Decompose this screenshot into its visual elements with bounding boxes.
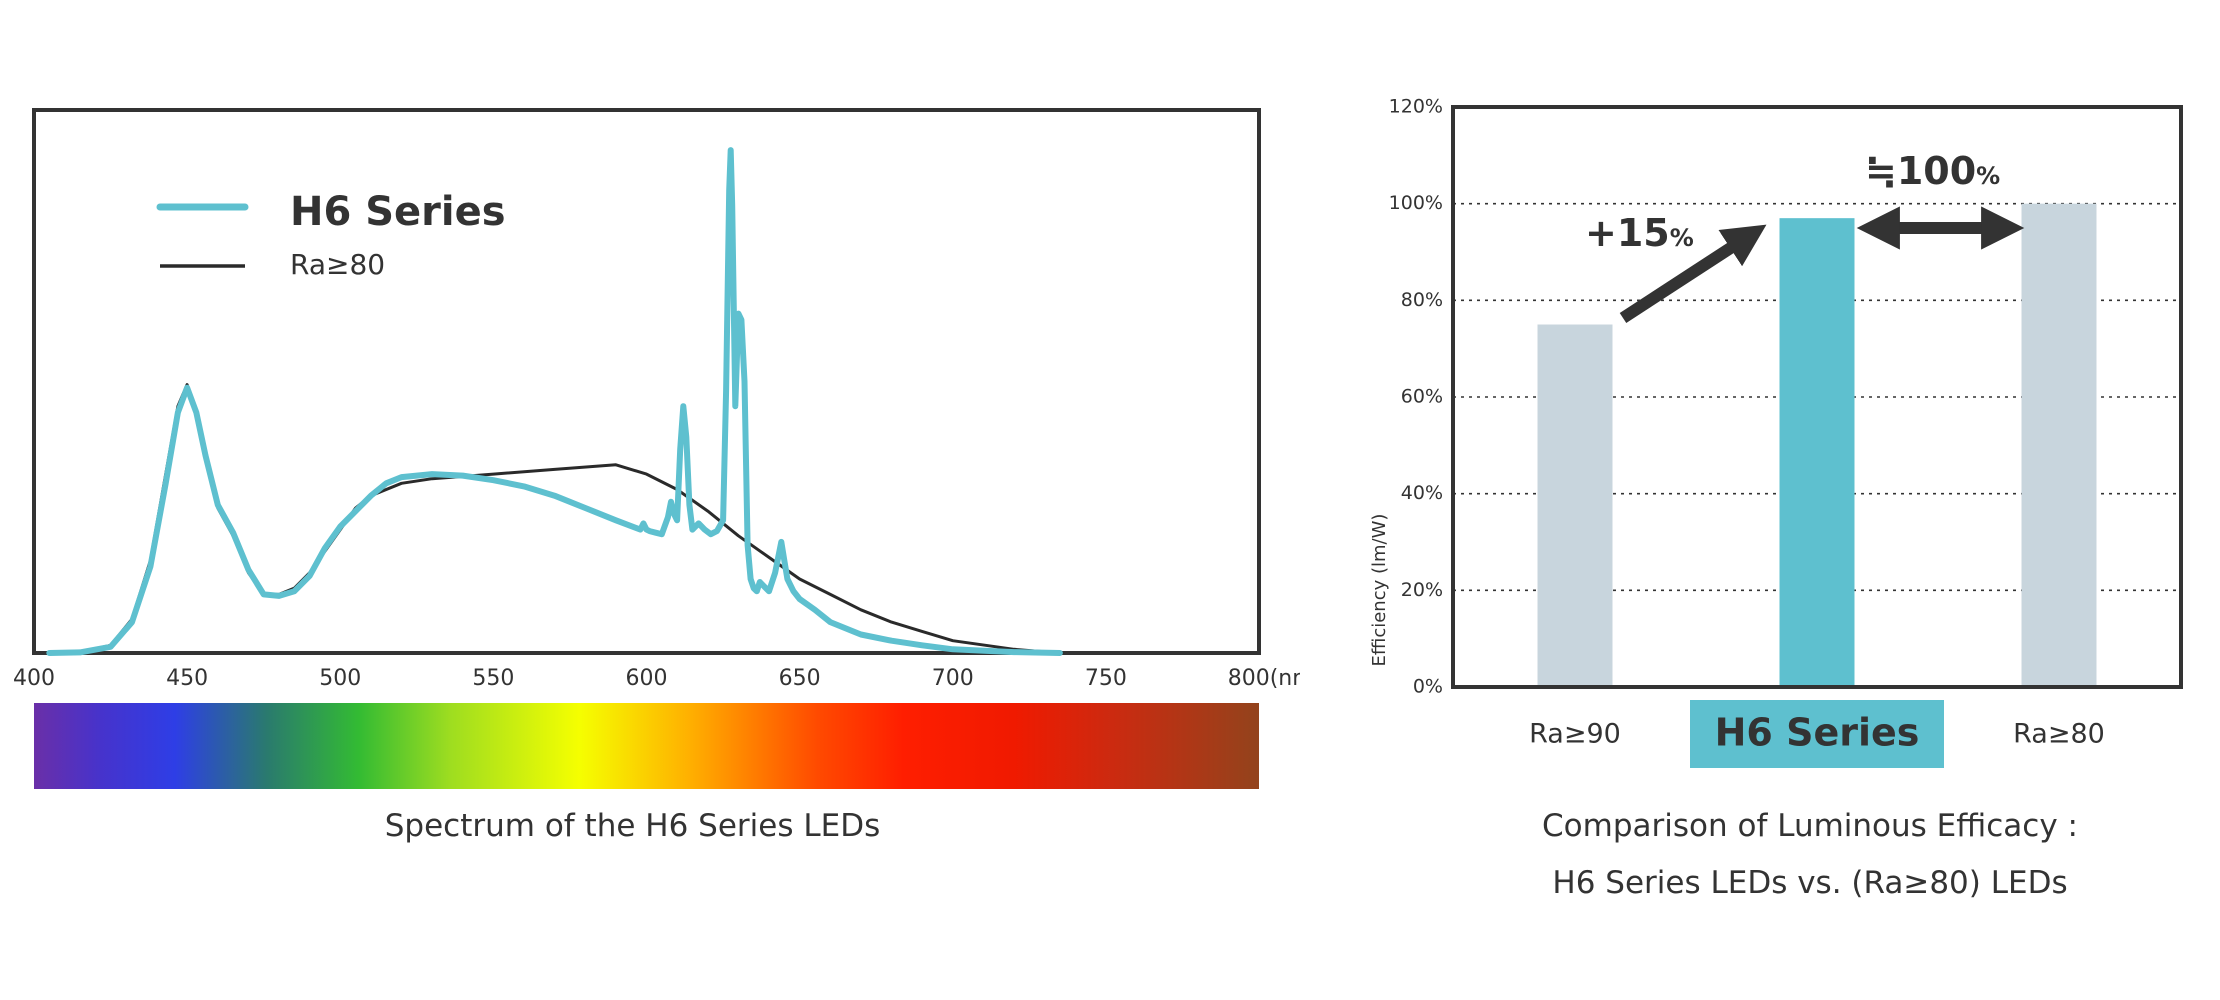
legend-label-ra80: Ra≥80 [290,248,385,281]
increase-annotation: +15% [1585,211,1694,255]
efficacy-bar [2021,203,2097,687]
increase-arrow [1619,224,1767,324]
legend-label-h6-series: H6 Series [290,189,506,235]
spectrum-x-tick-label: 650 [779,666,821,691]
spectrum-x-tick-label: 500 [319,666,361,691]
spectrum-x-tick-label: 400 [13,666,55,691]
efficacy-y-tick-label: 0% [1413,676,1443,698]
efficacy-y-tick-label: 120% [1389,96,1443,118]
spectrum-ticks-layer: 400 450 500 550 600 650 700 750 800(nm) [13,666,1300,691]
efficacy-plot-frame [1451,105,2183,689]
efficacy-bar [1537,324,1613,687]
efficacy-y-tick-label: 80% [1401,289,1443,311]
h6-series-highlight-box [1690,700,1944,768]
efficacy-bar [1779,218,1855,687]
visible-spectrum-color-bar [34,703,1259,789]
spectrum-x-tick-label: 550 [472,666,514,691]
efficacy-bars-layer [1537,203,2097,687]
efficacy-chart: Efficiency (lm/W) 0% 20% 40% 60% 80% 100% 120%… [1369,96,2183,768]
spectrum-series-line-h6-series [46,147,1063,656]
spectrum-x-tick-label: 800(nm) [1228,666,1300,691]
efficacy-y-tick-label: 100% [1389,192,1443,214]
spectrum-x-tick-label: 600 [626,666,668,691]
efficacy-caption-line-1: Comparison of Luminous Efficacy : [1542,808,2078,844]
spectrum-legend: H6 Series Ra≥80 [156,189,506,281]
spectrum-x-tick-label: 450 [166,666,208,691]
efficacy-y-tick-label: 40% [1401,482,1443,504]
efficacy-category-label: Ra≥80 [2013,719,2105,750]
efficacy-category-layer: Ra≥90 H6 Series Ra≥80 [1529,700,2105,768]
efficacy-y-tick-label: 20% [1401,579,1443,601]
spectrum-chart: 400 450 500 550 600 650 700 750 800(nm) H6 Serie… [13,108,1300,789]
approx-equal-annotation: ≒100% [1865,149,2000,193]
efficacy-annotations: +15% ≒100% [1585,149,2025,324]
efficacy-y-tick-label: 60% [1401,386,1443,408]
efficacy-category-label: Ra≥90 [1529,719,1621,750]
spectrum-x-tick-label: 700 [932,666,974,691]
efficacy-y-axis-label: Efficiency (lm/W) [1369,514,1390,667]
spectrum-caption: Spectrum of the H6 Series LEDs [384,808,881,844]
spectrum-plot-frame [32,108,1261,655]
efficacy-category-label: H6 Series [1715,711,1920,755]
spectrum-series-layer [46,147,1063,656]
efficacy-caption-line-2: H6 Series LEDs vs. (Ra≥80) LEDs [1552,865,2068,901]
spectrum-x-tick-label: 750 [1085,666,1127,691]
